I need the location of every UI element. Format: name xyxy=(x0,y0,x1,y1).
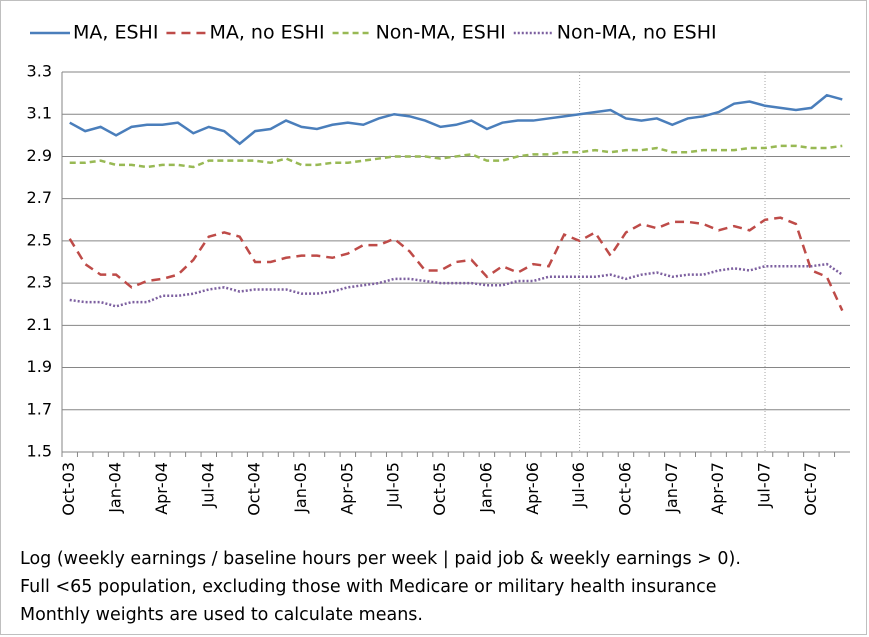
x-tick-label: Jul-07 xyxy=(755,462,774,508)
y-tick-label: 1.9 xyxy=(27,357,52,376)
x-tick-label: Apr-05 xyxy=(337,462,356,515)
x-tick-label: Jan-06 xyxy=(476,462,495,514)
y-tick-label: 2.5 xyxy=(27,230,52,249)
x-tick-label: Jan-05 xyxy=(291,462,310,514)
series-line xyxy=(69,262,843,308)
x-tick-label: Jan-04 xyxy=(106,462,125,514)
legend-label: Non-MA, ESHI xyxy=(376,22,506,44)
y-tick-label: 2.1 xyxy=(27,315,52,334)
x-tick-label: Apr-04 xyxy=(152,462,171,515)
legend-label: Non-MA, no ESHI xyxy=(557,22,717,44)
x-tick-label: Jul-06 xyxy=(569,462,588,508)
x-tick-label: Apr-07 xyxy=(708,462,727,515)
y-tick-label: 3.3 xyxy=(27,62,52,81)
y-tick-label: 3.1 xyxy=(27,104,52,123)
x-tick-label: Apr-06 xyxy=(523,462,542,515)
y-tick-label: 2.3 xyxy=(27,273,52,292)
y-tick-label: 1.5 xyxy=(27,442,52,461)
note: Monthly weights are used to calculate me… xyxy=(20,605,423,625)
x-tick-label: Oct-06 xyxy=(615,462,634,516)
note: Full <65 population, excluding those wit… xyxy=(20,577,716,597)
y-tick-label: 2.7 xyxy=(27,188,52,207)
y-tick-label: 2.9 xyxy=(27,146,52,165)
series-line xyxy=(69,144,843,169)
x-tick-label: Jul-04 xyxy=(198,462,217,508)
legend-label: MA, ESHI xyxy=(73,22,158,44)
x-tick-label: Oct-05 xyxy=(430,462,449,516)
x-tick-label: Jan-07 xyxy=(662,462,681,514)
x-tick-label: Oct-07 xyxy=(801,462,820,516)
legend-label: MA, no ESHI xyxy=(209,22,324,44)
x-tick-label: Oct-03 xyxy=(59,462,78,516)
y-tick-label: 1.7 xyxy=(27,399,52,418)
x-tick-label: Oct-04 xyxy=(245,462,264,516)
note: Log (weekly earnings / baseline hours pe… xyxy=(20,549,741,569)
series-line xyxy=(69,93,843,146)
x-tick-label: Jul-05 xyxy=(384,462,403,508)
